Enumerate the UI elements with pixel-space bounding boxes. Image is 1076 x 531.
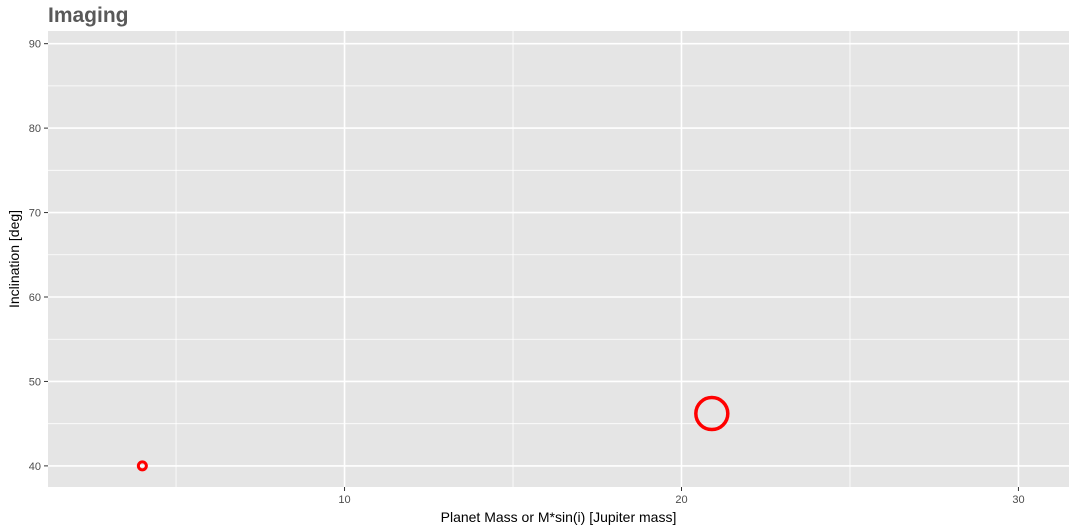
x-tick-label: 20 <box>675 494 687 506</box>
y-tick-label: 50 <box>29 376 41 388</box>
y-axis-title: Inclination [deg] <box>6 210 22 308</box>
x-tick-label: 30 <box>1012 494 1024 506</box>
axis-ticks: 10 20 30 40 50 60 70 80 90 <box>29 39 1025 506</box>
plot-panel <box>48 31 1069 487</box>
x-tick-label: 10 <box>338 494 350 506</box>
data-point <box>694 395 730 432</box>
y-tick-label: 90 <box>29 39 41 51</box>
minor-gridlines <box>48 31 1069 487</box>
y-tick-label: 70 <box>29 208 41 220</box>
y-tick-label: 80 <box>29 123 41 135</box>
chart-title: Imaging <box>48 4 129 27</box>
data-points <box>136 395 730 472</box>
y-tick-label: 40 <box>29 461 41 473</box>
x-axis-title: Planet Mass or M*sin(i) [Jupiter mass] <box>441 509 677 525</box>
data-point <box>136 460 148 472</box>
y-tick-label: 60 <box>29 292 41 304</box>
major-gridlines <box>48 31 1069 487</box>
